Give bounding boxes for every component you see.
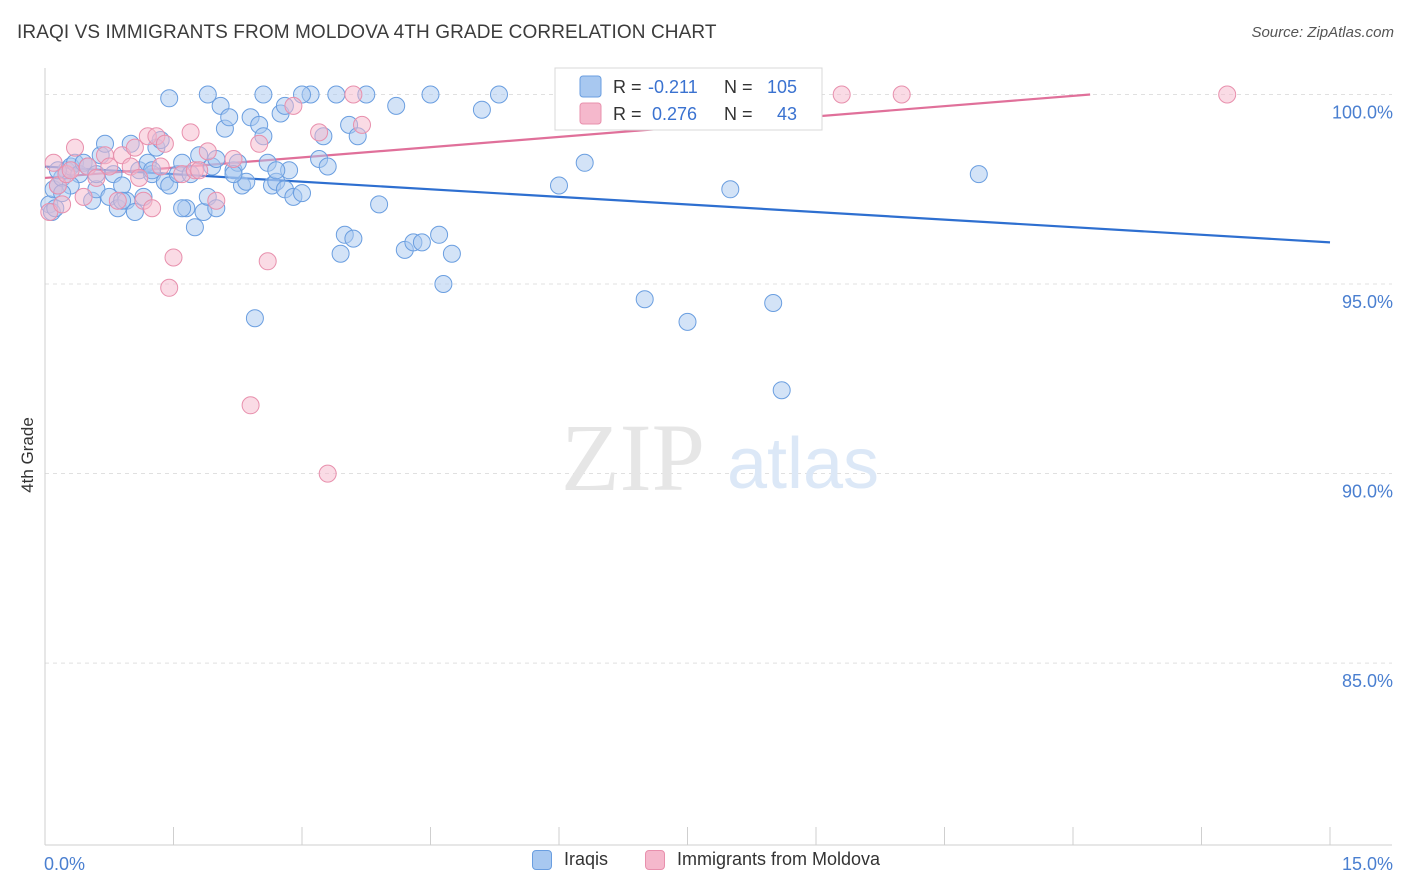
x-tick-label-1: 15.0%: [1342, 854, 1393, 874]
series-moldova: [40, 85, 1237, 483]
data-point-blue-63: [327, 85, 346, 104]
data-point-pink-35: [284, 96, 303, 115]
legend-label-moldova: Immigrants from Moldova: [677, 849, 881, 869]
data-point-pink-1: [44, 153, 63, 172]
y-tick-label-1: 95.0%: [1342, 292, 1393, 312]
data-point-blue-103: [267, 161, 286, 180]
data-point-pink-16: [130, 168, 149, 187]
data-point-blue-70: [370, 195, 389, 214]
y-tick-labels: 100.0% 95.0% 90.0% 85.0%: [1332, 103, 1393, 692]
data-point-pink-19: [143, 199, 162, 218]
data-point-blue-58: [293, 184, 311, 203]
data-point-pink-40: [832, 85, 851, 104]
data-point-blue-90: [160, 89, 179, 108]
legend-item-moldova[interactable]: Immigrants from Moldova: [645, 849, 880, 870]
legend-n-label-2: N =: [724, 104, 753, 124]
data-point-blue-81: [550, 176, 568, 195]
data-point-pink-32: [241, 396, 260, 415]
legend-label-iraqis: Iraqis: [564, 849, 609, 869]
data-point-blue-87: [772, 381, 791, 400]
watermark: ZIP atlas: [561, 404, 879, 511]
data-point-blue-48: [245, 309, 264, 328]
data-point-blue-82: [575, 153, 594, 172]
y-tick-label-2: 90.0%: [1342, 482, 1393, 502]
legend-bottom: Iraqis Immigrants from Moldova: [0, 849, 1406, 879]
data-point-pink-36: [310, 123, 329, 142]
data-point-pink-15: [125, 138, 144, 157]
legend-n-value-1: 105: [767, 77, 797, 97]
data-point-pink-5: [61, 161, 80, 180]
data-point-blue-86: [764, 294, 783, 312]
data-point-pink-26: [181, 123, 200, 142]
data-point-blue-80: [490, 85, 508, 104]
legend-n-label-1: N =: [724, 77, 753, 97]
data-point-pink-21: [151, 157, 170, 176]
data-point-blue-84: [678, 312, 697, 331]
data-point-blue-78: [442, 244, 461, 263]
source-label: Source: ZipAtlas.com: [1251, 24, 1394, 41]
watermark-zip: ZIP: [561, 404, 705, 511]
data-point-blue-76: [430, 225, 449, 244]
legend-item-iraqis[interactable]: Iraqis: [532, 849, 608, 870]
data-point-pink-3: [53, 195, 72, 214]
legend-swatch-blue: [579, 75, 602, 98]
data-point-pink-31: [224, 150, 243, 168]
data-point-pink-38: [344, 85, 363, 104]
data-point-blue-42: [220, 108, 239, 127]
data-point-blue-83: [635, 290, 654, 309]
data-point-blue-71: [387, 96, 406, 115]
legend-r-value-2: 0.276: [652, 104, 697, 124]
data-point-blue-85: [721, 180, 740, 199]
data-point-pink-23: [160, 278, 179, 297]
data-point-pink-9: [87, 168, 106, 187]
y-tick-label-0: 100.0%: [1332, 103, 1393, 123]
y-tick-label-3: 85.0%: [1342, 671, 1393, 691]
data-point-pink-42: [1218, 85, 1237, 104]
data-point-blue-89: [198, 85, 217, 104]
data-point-pink-11: [100, 157, 119, 176]
legend-swatch-pink: [579, 102, 602, 125]
data-point-blue-74: [412, 233, 431, 252]
data-point-pink-7: [74, 187, 93, 206]
watermark-atlas: atlas: [727, 424, 879, 504]
legend-r-label-2: R =: [613, 104, 642, 124]
axes: [44, 68, 1392, 846]
chart-title: IRAQI VS IMMIGRANTS FROM MOLDOVA 4TH GRA…: [17, 22, 717, 43]
data-point-blue-67: [344, 229, 363, 248]
data-point-pink-34: [258, 252, 277, 271]
data-point-blue-88: [969, 165, 988, 184]
x-tick-label-0: 0.0%: [44, 854, 85, 874]
data-point-pink-41: [892, 85, 911, 104]
data-point-blue-18: [113, 176, 132, 195]
data-point-blue-101: [173, 199, 192, 218]
legend-swatch-moldova: [645, 849, 665, 870]
legend-n-value-2: 43: [777, 104, 797, 124]
legend-r-value-1: -0.211: [648, 77, 698, 97]
data-point-pink-22: [155, 134, 174, 153]
data-point-blue-77: [434, 275, 453, 293]
data-point-pink-28: [190, 161, 209, 180]
data-point-blue-34: [185, 218, 204, 237]
data-point-pink-12: [108, 191, 127, 210]
data-point-blue-64: [331, 244, 350, 263]
data-point-pink-6: [66, 138, 84, 157]
x-tick-labels: 0.0% 15.0%: [44, 854, 1393, 874]
data-point-pink-37: [318, 464, 337, 483]
trend-line-blue: [44, 165, 1331, 244]
data-point-pink-30: [207, 191, 226, 210]
data-point-pink-29: [198, 142, 217, 161]
data-point-blue-62: [318, 157, 337, 176]
data-point-blue-102: [224, 165, 243, 184]
legend-swatch-iraqis: [532, 849, 552, 870]
data-point-pink-33: [250, 134, 269, 153]
data-point-pink-24: [164, 248, 183, 267]
legend-r-label-1: R =: [613, 77, 642, 97]
data-point-blue-79: [472, 100, 491, 119]
data-point-blue-91: [254, 85, 273, 104]
data-point-pink-39: [353, 115, 371, 134]
legend-top: R = -0.211 N = 105 R = 0.276 N = 43: [554, 67, 823, 131]
data-point-blue-75: [421, 85, 440, 104]
